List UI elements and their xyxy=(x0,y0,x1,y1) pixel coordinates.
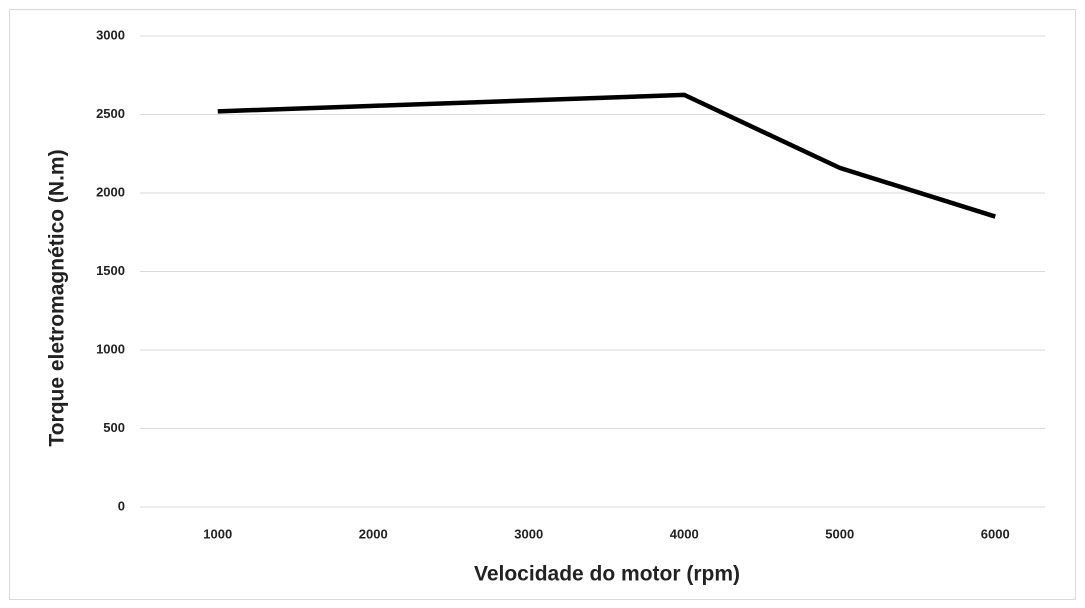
x-tick-label: 2000 xyxy=(359,526,388,541)
y-tick-label: 0 xyxy=(118,498,125,513)
y-tick-label: 1000 xyxy=(96,341,125,356)
x-tick-label: 4000 xyxy=(670,526,699,541)
y-tick-label: 2000 xyxy=(96,184,125,199)
x-tick-label: 5000 xyxy=(825,526,854,541)
y-tick-label: 2500 xyxy=(96,106,125,121)
y-tick-label: 1500 xyxy=(96,263,125,278)
x-tick-label: 1000 xyxy=(203,526,232,541)
x-tick-label: 3000 xyxy=(514,526,543,541)
y-tick-label: 500 xyxy=(103,420,125,435)
chart-border xyxy=(9,9,1076,600)
x-tick-label: 6000 xyxy=(981,526,1010,541)
x-axis-title: Velocidade do motor (rpm) xyxy=(474,563,740,586)
y-tick-label: 3000 xyxy=(96,27,125,42)
y-axis-title: Torque eletromagnético (N.m) xyxy=(46,149,69,446)
line xyxy=(217,92,996,219)
